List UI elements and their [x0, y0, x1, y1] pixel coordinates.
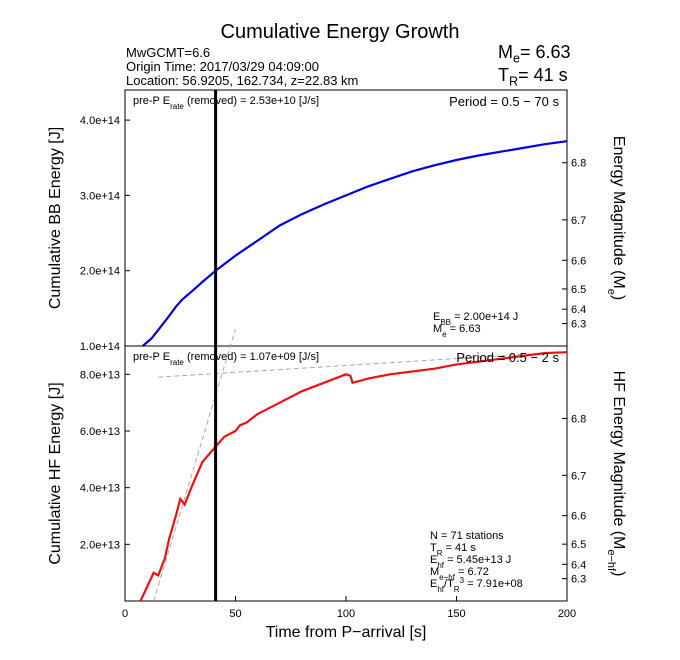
bb-y-tick-label: 1.0e+14: [80, 341, 120, 353]
bb-pre-p-label: pre-P Erate (removed) = 2.53e+10 [J/s]: [133, 95, 319, 111]
bb-y-tick-label: 3.0e+14: [80, 190, 120, 202]
bb-right-tick-label: 6.4: [571, 304, 586, 316]
bb-panel-frame: [124, 89, 568, 347]
hf-y-tick-label: 6.0e+13: [80, 426, 120, 438]
bb-right-axis-label: Energy Magnitude (Me): [605, 136, 627, 300]
summary-tr-label: T: [498, 65, 509, 85]
hf-guide-line: [153, 328, 236, 602]
bb-right-tick-label: 6.6: [571, 255, 586, 267]
hf-x-tick-label: 100: [337, 608, 355, 620]
info-location: Location: 56.9205, 162.734, z=22.83 km: [126, 73, 359, 88]
hf-x-tick-label: 0: [122, 608, 128, 620]
hf-right-tick-label: 6.5: [571, 539, 586, 551]
bb-period-label: Period = 0.5 − 70 s: [449, 94, 559, 109]
summary-me-value: = 6.63: [520, 42, 571, 62]
hf-note-line: Me−hf = 6.72: [430, 566, 489, 582]
summary-me-sub: e: [513, 51, 521, 66]
hf-note-line: Ehf = 5.45e+13 J: [430, 554, 511, 570]
summary-tr: TR= 41 s: [498, 66, 568, 88]
hf-y-tick-label: 2.0e+13: [80, 539, 120, 551]
hf-x-tick-label: 50: [229, 608, 241, 620]
hf-note-line: TR = 41 s: [430, 542, 476, 558]
hf-pre-p-label: pre-P Erate (removed) = 1.07e+09 [J/s]: [133, 351, 319, 367]
hf-note-line: Ehf/TR3 = 7.91e+08: [430, 576, 523, 594]
hf-right-tick-label: 6.4: [571, 559, 586, 571]
bb-y-axis-label: Cumulative BB Energy [J]: [47, 127, 64, 309]
hf-right-tick-label: 6.7: [571, 470, 586, 482]
info-origin-time: Origin Time: 2017/03/29 04:09:00: [126, 59, 319, 74]
hf-right-tick-label: 6.3: [571, 574, 586, 586]
hf-x-tick-label: 150: [447, 608, 465, 620]
hf-y-tick-label: 8.0e+13: [80, 369, 120, 381]
summary-me-label: M: [498, 42, 513, 62]
hf-period-label: Period = 0.5 − 2 s: [456, 350, 559, 365]
bb-note-line: Me = 6.63: [433, 323, 481, 339]
hf-energy-curve: [139, 351, 568, 602]
bb-y-tick-label: 4.0e+14: [80, 115, 120, 127]
hf-guide-line: [158, 351, 568, 378]
bb-y-tick-label: 2.0e+14: [80, 266, 120, 278]
bb-right-tick-label: 6.3: [571, 319, 586, 331]
hf-right-axis-label: HF Energy Magnitude (Me−hf): [605, 371, 627, 577]
bb-right-tick-label: 6.5: [571, 284, 586, 296]
summary-tr-sub: R: [509, 74, 519, 89]
hf-right-tick-label: 6.8: [571, 413, 586, 425]
chart-title: Cumulative Energy Growth: [220, 21, 460, 43]
info-magnitude: MwGCMT=6.6: [126, 45, 211, 60]
hf-note-line: N = 71 stations: [430, 530, 504, 542]
x-axis-label: Time from P−arrival [s]: [266, 624, 427, 641]
hf-right-tick-label: 6.6: [571, 511, 586, 523]
bb-right-tick-label: 6.8: [571, 158, 586, 170]
hf-y-axis-label: Cumulative HF Energy [J]: [47, 382, 64, 564]
bb-energy-curve: [141, 140, 568, 347]
summary-tr-value: = 41 s: [518, 65, 568, 85]
hf-y-tick-label: 4.0e+13: [80, 483, 120, 495]
summary-me: Me= 6.63: [498, 43, 571, 65]
bb-note-line: EBB = 2.00e+14 J: [433, 311, 518, 327]
hf-x-tick-label: 200: [558, 608, 576, 620]
bb-right-tick-label: 6.7: [571, 215, 586, 227]
